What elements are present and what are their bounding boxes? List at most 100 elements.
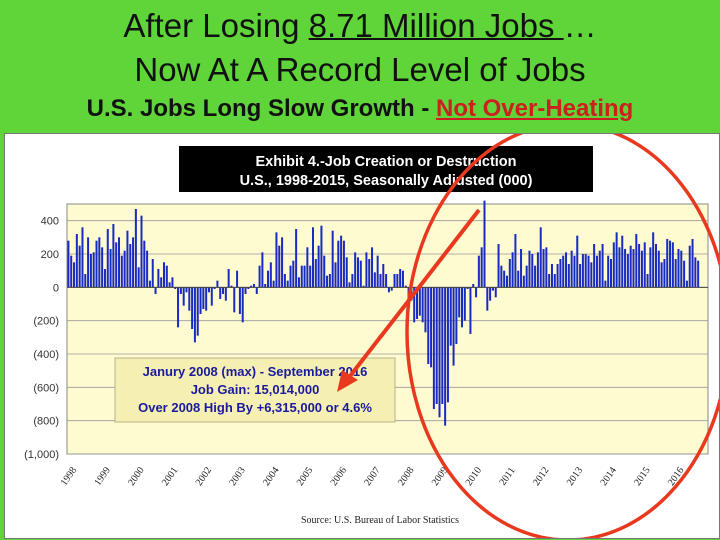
y-tick-label: 0 bbox=[53, 282, 59, 294]
bar bbox=[486, 287, 489, 311]
bar bbox=[376, 255, 379, 288]
x-tick-label: 2003 bbox=[227, 465, 247, 488]
bar bbox=[137, 267, 140, 288]
bar bbox=[272, 280, 275, 288]
bar bbox=[89, 254, 92, 288]
bar bbox=[216, 280, 219, 288]
bar bbox=[247, 287, 250, 289]
bar bbox=[154, 287, 157, 294]
bar bbox=[269, 262, 272, 288]
bar bbox=[241, 287, 244, 323]
bar bbox=[385, 274, 388, 288]
bar bbox=[368, 259, 371, 288]
bar bbox=[132, 237, 135, 288]
y-tick-label: (200) bbox=[33, 316, 59, 328]
bar bbox=[570, 250, 573, 288]
bar bbox=[669, 240, 672, 288]
bar bbox=[677, 249, 680, 288]
x-tick-label: 2006 bbox=[329, 465, 349, 488]
x-tick-label: 1998 bbox=[59, 465, 79, 488]
slide-subtitle: U.S. Jobs Long Slow Growth - Not Over-He… bbox=[86, 95, 634, 122]
bar bbox=[109, 249, 112, 288]
bar bbox=[438, 287, 441, 418]
bar bbox=[452, 287, 455, 366]
bar bbox=[205, 287, 208, 311]
bar bbox=[185, 287, 188, 293]
bar bbox=[455, 287, 458, 344]
bar bbox=[126, 230, 129, 288]
x-tick-label: 2008 bbox=[396, 465, 416, 488]
bar bbox=[157, 269, 160, 288]
bar bbox=[646, 274, 649, 288]
bar bbox=[351, 274, 354, 288]
bar bbox=[494, 287, 497, 298]
bar bbox=[303, 265, 306, 288]
bar bbox=[289, 265, 292, 288]
bar bbox=[323, 255, 326, 288]
bar bbox=[404, 285, 407, 288]
bar bbox=[539, 227, 542, 288]
bar bbox=[75, 234, 78, 288]
bar bbox=[295, 229, 298, 288]
x-tick-label: 2010 bbox=[464, 465, 484, 488]
chart-subtitle: U.S., 1998-2015, Seasonally Adjusted (00… bbox=[240, 173, 533, 189]
bar bbox=[618, 247, 621, 288]
y-tick-label: (1,000) bbox=[24, 449, 59, 461]
bar bbox=[435, 287, 438, 404]
bar bbox=[624, 249, 627, 288]
bar bbox=[472, 284, 475, 288]
bar bbox=[601, 244, 604, 288]
bar bbox=[511, 252, 514, 288]
highlight-ellipse bbox=[405, 134, 719, 538]
bar bbox=[430, 287, 433, 368]
chart-title: Exhibit 4.-Job Creation or Destruction bbox=[255, 154, 516, 170]
x-tick-label: 1999 bbox=[92, 465, 112, 488]
bar bbox=[334, 262, 337, 288]
bar bbox=[81, 227, 84, 288]
x-tick-label: 2005 bbox=[295, 465, 315, 488]
bar bbox=[202, 287, 205, 309]
y-tick-label: 400 bbox=[41, 216, 59, 228]
bar bbox=[309, 265, 312, 288]
bar bbox=[480, 247, 483, 288]
bar bbox=[680, 250, 683, 288]
bar bbox=[193, 287, 196, 343]
bar bbox=[626, 254, 629, 288]
bar bbox=[449, 287, 452, 346]
x-tick-label: 2007 bbox=[362, 465, 382, 488]
bar bbox=[103, 269, 106, 288]
bar bbox=[362, 285, 365, 288]
bar bbox=[252, 284, 255, 288]
bar bbox=[213, 287, 216, 289]
bar bbox=[387, 287, 390, 293]
bar bbox=[683, 260, 686, 288]
bar bbox=[314, 259, 317, 288]
bar bbox=[629, 245, 632, 288]
bar bbox=[556, 264, 559, 288]
bar bbox=[118, 237, 121, 288]
bar bbox=[373, 272, 376, 288]
bar bbox=[531, 254, 534, 288]
bar bbox=[427, 287, 430, 364]
bar bbox=[379, 274, 382, 288]
bar bbox=[576, 235, 579, 288]
bar bbox=[401, 270, 404, 288]
bar bbox=[421, 287, 424, 323]
bar bbox=[593, 244, 596, 288]
bar bbox=[579, 264, 582, 288]
bar bbox=[236, 270, 239, 288]
chart-title-box bbox=[179, 146, 593, 192]
y-tick-label: 200 bbox=[41, 249, 59, 261]
bar bbox=[500, 265, 503, 288]
bar bbox=[70, 255, 73, 288]
bar bbox=[666, 239, 669, 288]
chart-panel: 400 200 0 (200) (400) (600) (800) (1,000) 1998 19… bbox=[4, 133, 720, 539]
bar bbox=[660, 262, 663, 288]
bar bbox=[595, 255, 598, 288]
bar bbox=[612, 242, 615, 288]
arrow-shaft bbox=[345, 208, 481, 382]
bar bbox=[207, 287, 210, 293]
bar bbox=[250, 285, 253, 288]
bar bbox=[559, 259, 562, 288]
